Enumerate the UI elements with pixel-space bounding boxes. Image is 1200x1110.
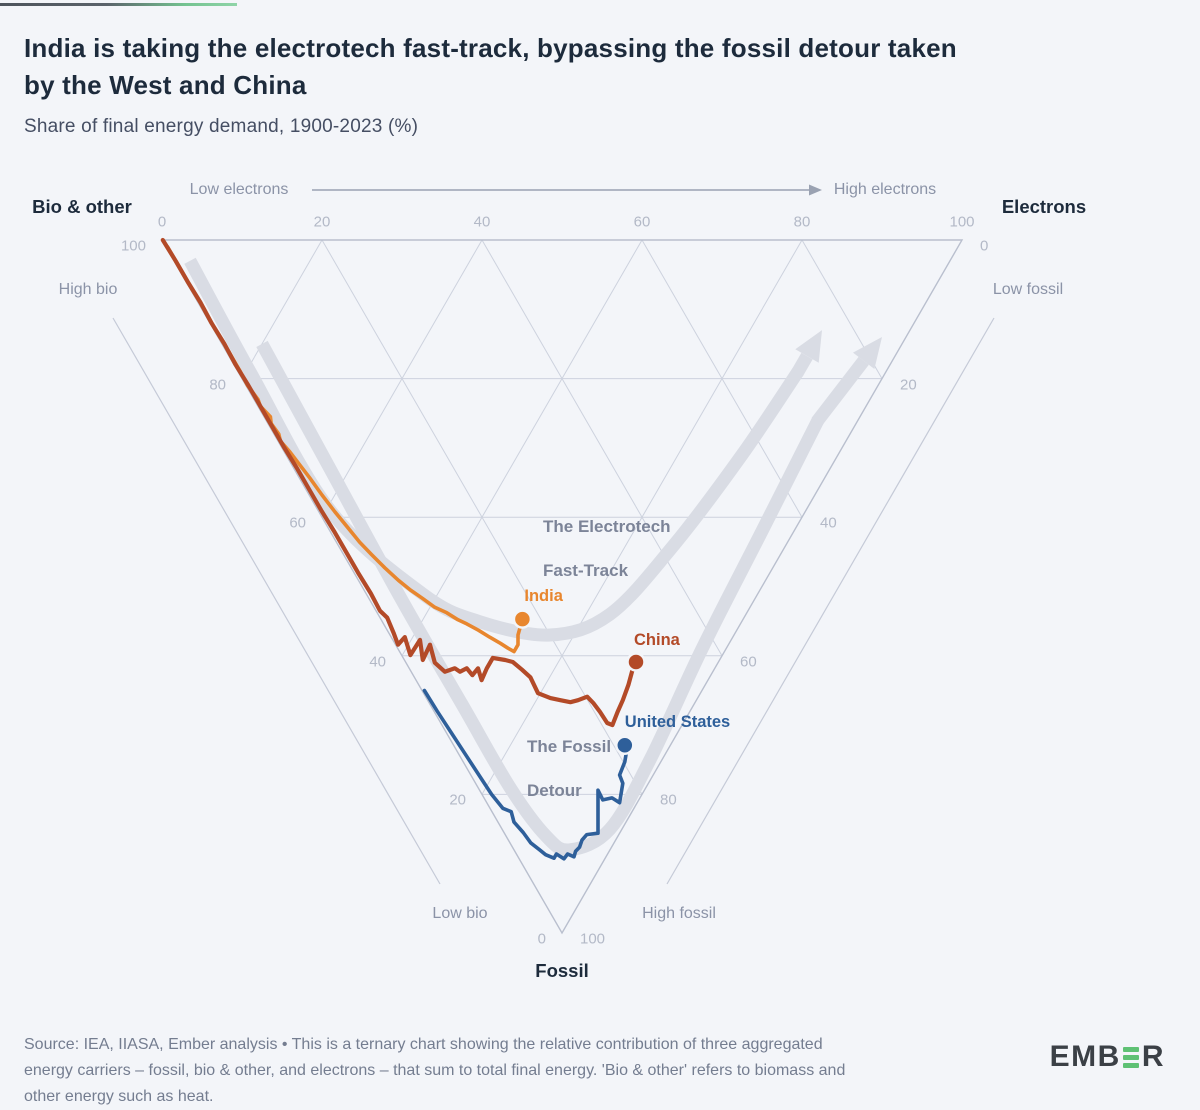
ember-logo-text-right: R: [1141, 1040, 1165, 1073]
endpoint-dot-china: [626, 652, 646, 672]
ternary-grid: [241, 239, 883, 795]
source-note: Source: IEA, IIASA, Ember analysis • Thi…: [24, 1036, 846, 1105]
top-progress-bar: [0, 3, 237, 6]
page-subtitle: Share of final energy demand, 1900-2023 …: [24, 116, 419, 137]
outer-guide-lines: [112, 317, 995, 885]
ternary-chart: [112, 184, 995, 935]
endpoint-dot-united-states: [615, 735, 635, 755]
fossil-detour-arrow-band: [256, 337, 882, 857]
ember-logo-text-left: EMB: [1049, 1040, 1121, 1073]
ember-logo-green-e-icon: [1122, 1046, 1139, 1068]
fast-track-arrow-band: [184, 257, 822, 642]
ternary-frame: [160, 239, 964, 935]
ember-logo: EMB R: [1049, 1040, 1165, 1073]
top-axis-direction-arrow: [312, 184, 822, 196]
page-title: India is taking the electrotech fast-tra…: [24, 33, 957, 100]
series-line-united-states: [422, 688, 629, 861]
series-line-china: [160, 237, 639, 728]
endpoint-dot-india: [512, 609, 533, 629]
